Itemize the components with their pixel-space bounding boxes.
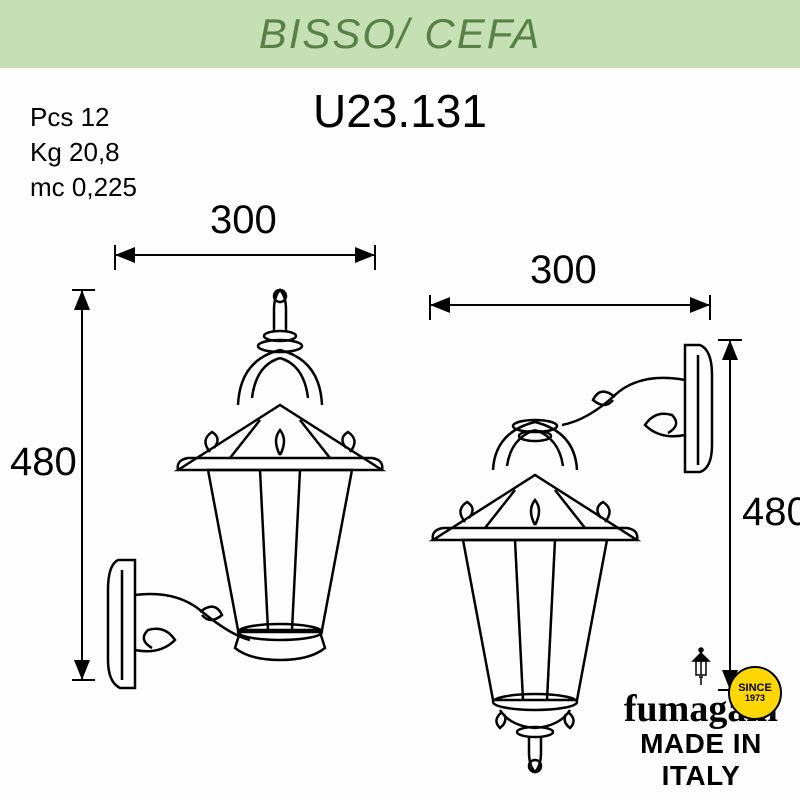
badge-year: 1973 xyxy=(745,694,765,703)
brand-logo: fumagalli SINCE 1973 MADE IN ITALY xyxy=(624,645,778,790)
made-in-line2: ITALY xyxy=(624,762,778,790)
brand-name: fumagalli SINCE 1973 xyxy=(624,692,778,726)
since-badge: SINCE 1973 xyxy=(728,666,782,720)
made-in-line1: MADE IN xyxy=(624,730,778,758)
lantern-up xyxy=(108,290,382,688)
lantern-icon xyxy=(689,645,713,685)
